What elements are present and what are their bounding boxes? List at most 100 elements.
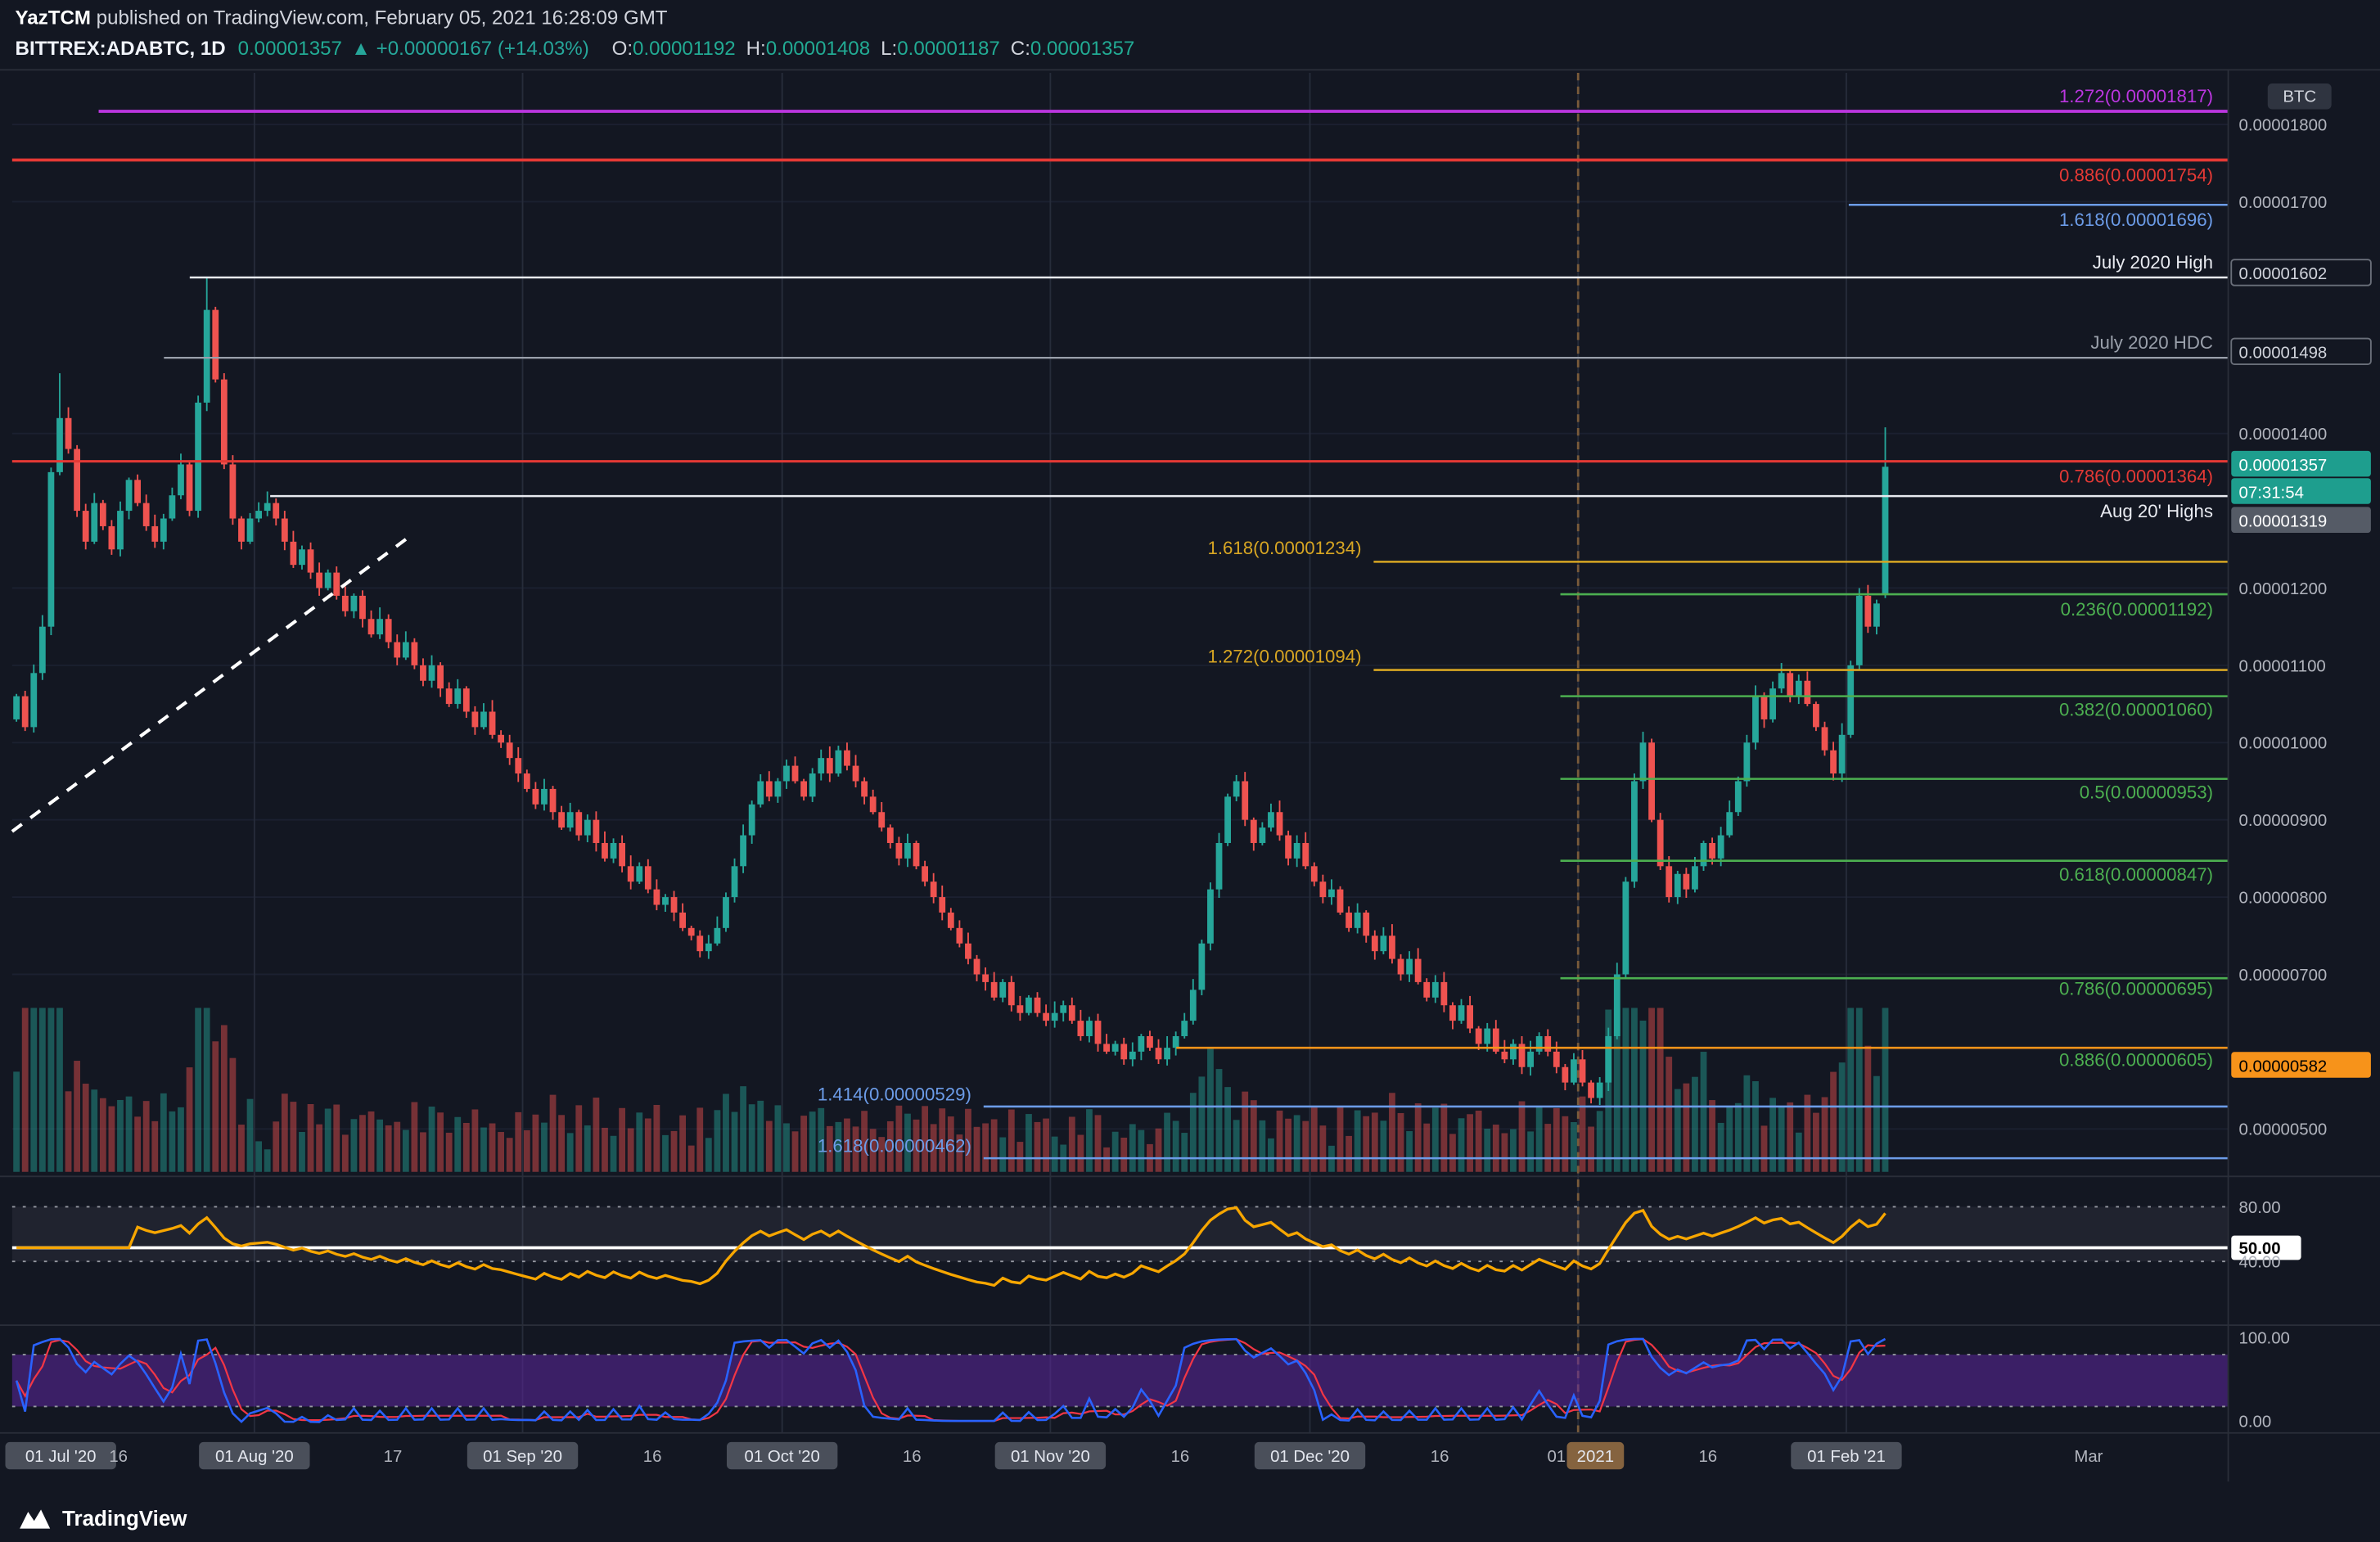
time-label-box [1254,1441,1366,1470]
open-label: O: [611,36,633,60]
time-axis-label: 16 [1431,1448,1449,1466]
fib-level[interactable]: 0.382(0.00001060) [1560,695,2229,720]
svg-text:1.272(0.00001094): 1.272(0.00001094) [1208,646,1362,666]
gridlines [11,73,2229,1433]
price-axis-label: 0.00001100 [2239,657,2326,675]
open-value: 0.00001192 [633,36,736,60]
fib-level[interactable]: 0.786(0.00000695) [1560,976,2229,999]
candlestick-series [13,277,1889,1106]
svg-text:0.00001319: 0.00001319 [2239,513,2328,531]
price-axis-label: 0.00000900 [2239,812,2328,830]
svg-text:01 Jul '20: 01 Jul '20 [25,1448,97,1466]
time-label-box [1791,1441,1902,1470]
footer: TradingView [18,1505,187,1531]
time-axis-label: 16 [643,1448,662,1466]
fib-level[interactable]: 1.618(0.00000462) [818,1136,2229,1160]
fib-level[interactable]: 0.236(0.00001192) [1560,593,2229,620]
fib-level[interactable]: Aug 20' Highs [270,494,2229,521]
price-change: ▲ +0.00000167 (+14.03%) [351,37,589,60]
price-label-box [2231,478,2371,504]
symbol-title[interactable]: BITTREX:ADABTC, 1D [15,36,226,60]
svg-text:0.00000582: 0.00000582 [2239,1057,2328,1075]
svg-text:01 Dec '20: 01 Dec '20 [1270,1448,1350,1466]
svg-text:1.414(0.00000529): 1.414(0.00000529) [818,1084,971,1104]
svg-text:1.618(0.00000462): 1.618(0.00000462) [818,1136,971,1156]
svg-text:100.00: 100.00 [2239,1329,2290,1347]
fib-level[interactable]: 0.786(0.00001364) [11,460,2229,487]
price-label-box [2231,450,2371,477]
fib-level[interactable]: 1.272(0.00001817) [98,86,2229,113]
svg-text:01 Sep '20: 01 Sep '20 [483,1448,562,1466]
fib-level[interactable]: 0.618(0.00000847) [1560,859,2229,885]
svg-text:0.00001602: 0.00001602 [2239,265,2328,283]
chart-header: YazTCM published on TradingView.com, Feb… [16,3,1135,62]
time-label-box [994,1441,1107,1470]
volume-series [13,1008,1889,1172]
fib-level[interactable]: July 2020 HDC [164,332,2229,359]
tradingview-logo[interactable] [18,1507,52,1530]
svg-text:BTC: BTC [2283,88,2316,106]
published-text: published on TradingView.com, February 0… [90,6,668,29]
last-price: 0.00001357 [237,36,342,60]
change-text: +0.00000167 (+14.03%) [376,36,589,60]
svg-text:0.618(0.00000847): 0.618(0.00000847) [2059,864,2213,885]
brand-name[interactable]: TradingView [62,1505,187,1531]
svg-text:0.382(0.00001060): 0.382(0.00001060) [2059,700,2213,720]
low-label: L: [881,36,898,60]
rsi-pane [11,1206,2229,1287]
stoch-k-line [15,1337,1886,1423]
svg-text:07:31:54: 07:31:54 [2239,484,2304,502]
fib-levels: 1.272(0.00001817) 0.886(0.00001754) 1.618(… [11,86,2229,1160]
fib-level[interactable]: July 2020 High [189,252,2229,279]
fib-level[interactable]: 0.886(0.00000605) [1176,1046,2229,1070]
price-axis-label: 0.00001200 [2239,580,2328,598]
publish-line: YazTCM published on TradingView.com, Feb… [16,3,1135,34]
svg-text:40.00: 40.00 [2239,1254,2281,1272]
price-label-box [2230,337,2372,366]
high-value: 0.00001408 [765,36,871,60]
svg-text:July 2020 HDC: July 2020 HDC [2090,332,2213,353]
price-label-box [2230,259,2372,286]
svg-text:0.886(0.00000605): 0.886(0.00000605) [2059,1049,2213,1070]
time-axis-label: Mar [2074,1448,2103,1466]
svg-text:01 Oct '20: 01 Oct '20 [745,1448,820,1466]
svg-text:1.618(0.00001234): 1.618(0.00001234) [1208,538,1362,558]
trendline[interactable] [11,537,408,833]
fib-level[interactable]: 0.5(0.00000953) [1560,778,2229,803]
svg-text:0.00: 0.00 [2239,1413,2272,1431]
svg-text:0.236(0.00001192): 0.236(0.00001192) [2061,599,2213,620]
price-axis-label: 0.00001000 [2239,735,2328,753]
price-label-box [2231,1052,2371,1078]
price-axis[interactable]: BTC 0.00001800 0.00001700 0.00001400 0.00001… [2227,70,2372,1482]
price-axis-label: 0.00000500 [2239,1121,2328,1139]
svg-text:0.00001357: 0.00001357 [2239,457,2328,475]
time-label-box [467,1441,579,1470]
time-axis[interactable]: 01 Jul '20 16 01 Aug '20 17 01 Sep '20 16 01 O… [5,1441,2103,1470]
time-axis-label: 01 [1547,1448,1566,1466]
price-axis-label: 0.00001700 [2239,194,2328,212]
stochastic-pane [11,1337,2229,1423]
fib-level[interactable]: 0.886(0.00001754) [11,158,2229,186]
price-axis-label: 0.00000700 [2239,967,2328,985]
time-label-box [199,1441,310,1470]
time-axis-label: 16 [1171,1448,1190,1466]
svg-text:1.618(0.00001696): 1.618(0.00001696) [2059,210,2213,230]
fib-level[interactable]: 1.618(0.00001234) [1208,538,2229,563]
time-axis-label: 17 [384,1448,403,1466]
time-axis-label: 16 [903,1448,922,1466]
publisher-name: YazTCM [15,6,91,29]
time-label-box [5,1441,116,1470]
svg-text:0.5(0.00000953): 0.5(0.00000953) [2080,782,2213,803]
price-axis-label: 0.00001800 [2239,116,2328,134]
svg-text:80.00: 80.00 [2239,1199,2281,1217]
fib-level[interactable]: 1.618(0.00001696) [1848,203,2229,230]
fib-level[interactable]: 1.272(0.00001094) [1208,646,2229,671]
fib-level[interactable]: 1.414(0.00000529) [818,1084,2229,1108]
low-value: 0.00001187 [897,36,1000,60]
close-value: 0.00001357 [1030,36,1135,60]
up-arrow-icon: ▲ [351,36,371,60]
svg-text:2021: 2021 [1577,1448,1614,1466]
svg-text:0.886(0.00001754): 0.886(0.00001754) [2059,165,2213,185]
